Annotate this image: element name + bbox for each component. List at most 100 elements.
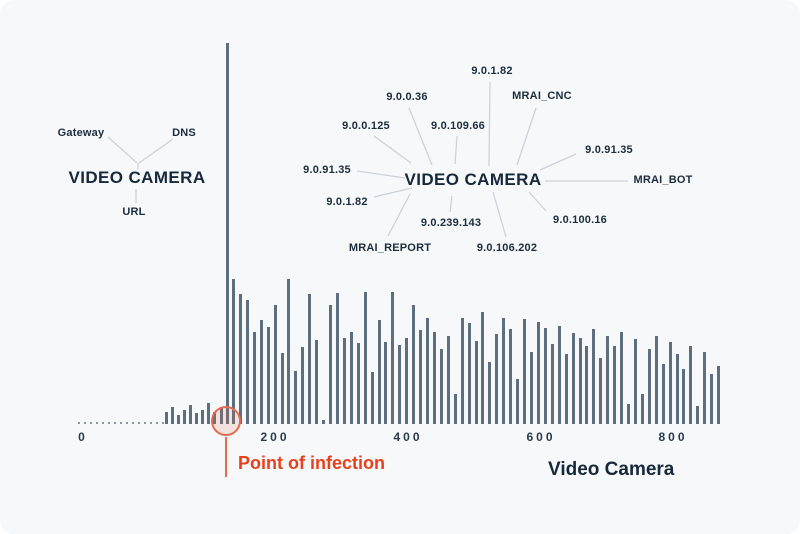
x-tick-800: 800 <box>658 430 688 444</box>
bar <box>599 358 602 424</box>
network-node-label: MRAI_CNC <box>512 90 572 102</box>
bar <box>419 330 422 424</box>
network-node-label: 9.0.0.125 <box>342 120 390 132</box>
bar <box>606 336 609 424</box>
bar <box>509 329 512 424</box>
connector-line <box>138 138 174 164</box>
baseline-dot <box>144 422 146 424</box>
left-node-url: URL <box>122 206 146 218</box>
bar <box>655 336 658 424</box>
ramp-bar <box>189 405 192 424</box>
bar <box>703 352 706 424</box>
bar <box>620 332 623 424</box>
bar <box>689 346 692 424</box>
bar <box>308 294 311 424</box>
baseline-dot <box>84 422 86 424</box>
bar <box>537 322 540 424</box>
baseline-dot <box>102 422 104 424</box>
baseline-dot <box>150 422 152 424</box>
bar <box>343 338 346 424</box>
bar <box>585 346 588 424</box>
point-of-infection-label: Point of infection <box>238 453 385 473</box>
network-node-label: MRAI_REPORT <box>348 242 432 254</box>
infection-spike-bar <box>226 43 229 424</box>
bar <box>232 279 235 424</box>
bar <box>357 343 360 424</box>
network-node-label: 9.0.100.16 <box>553 214 607 226</box>
bar <box>468 323 471 424</box>
bar <box>253 332 256 424</box>
ramp-bar <box>207 403 210 424</box>
network-node-label: MRAI_BOT <box>633 174 693 186</box>
bar <box>454 394 457 424</box>
bar <box>627 404 630 424</box>
connector-line <box>492 191 507 238</box>
bar <box>669 342 672 424</box>
baseline-dot <box>90 422 92 424</box>
left-node-gateway: Gateway <box>57 127 105 139</box>
bar <box>239 294 242 424</box>
connector-line <box>449 195 453 213</box>
baseline-dot <box>78 422 80 424</box>
bar <box>613 346 616 424</box>
bar <box>267 327 270 424</box>
x-tick-200: 200 <box>260 430 290 444</box>
bar <box>579 338 582 424</box>
bar <box>315 340 318 424</box>
ramp-bar <box>177 415 180 424</box>
bar <box>682 369 685 424</box>
bar <box>481 312 484 424</box>
bar <box>398 345 401 424</box>
chart-xlabel: Video Camera <box>548 459 675 480</box>
network-node-label: 9.0.91.35 <box>303 164 351 176</box>
bar <box>461 318 464 424</box>
network-node-label: 9.0.1.82 <box>326 196 368 208</box>
ramp-bar <box>183 410 186 424</box>
bar <box>440 349 443 424</box>
ramp-bar <box>165 412 168 424</box>
point-of-infection-circle <box>211 406 241 436</box>
bar <box>378 320 381 424</box>
bar <box>281 353 284 424</box>
point-of-infection-pointer-line <box>225 437 227 477</box>
bar <box>329 305 332 424</box>
ramp-bar <box>201 410 204 424</box>
bar <box>717 366 720 424</box>
connector-line <box>373 135 412 164</box>
bar <box>447 336 450 424</box>
connector-line <box>387 193 411 237</box>
network-node-label: 9.0.0.36 <box>386 91 428 103</box>
x-tick-600: 600 <box>526 430 556 444</box>
bar <box>592 329 595 424</box>
bar <box>294 371 297 424</box>
bar <box>426 318 429 424</box>
bar <box>572 333 575 424</box>
connector-line <box>516 107 537 166</box>
baseline-dot <box>138 422 140 424</box>
ramp-bar <box>195 413 198 424</box>
bar <box>662 364 665 424</box>
bar <box>246 300 249 424</box>
bar <box>544 328 547 424</box>
left-node-dns: DNS <box>172 127 196 139</box>
bar <box>391 292 394 424</box>
bar <box>516 379 519 424</box>
bar <box>287 279 290 424</box>
left-diagram-center-label: VIDEO CAMERA <box>68 168 206 187</box>
baseline-dot <box>120 422 122 424</box>
baseline-dot <box>96 422 98 424</box>
x-tick-0: 0 <box>78 430 88 444</box>
bar <box>405 338 408 424</box>
bar <box>634 339 637 424</box>
connector-line <box>356 170 406 179</box>
bar <box>676 354 679 424</box>
bar <box>364 292 367 424</box>
bar <box>488 362 491 424</box>
baseline-dot <box>108 422 110 424</box>
connector-line <box>454 135 458 165</box>
bar <box>371 372 374 424</box>
x-tick-400: 400 <box>393 430 423 444</box>
bar <box>336 293 339 424</box>
baseline-dot <box>156 422 158 424</box>
